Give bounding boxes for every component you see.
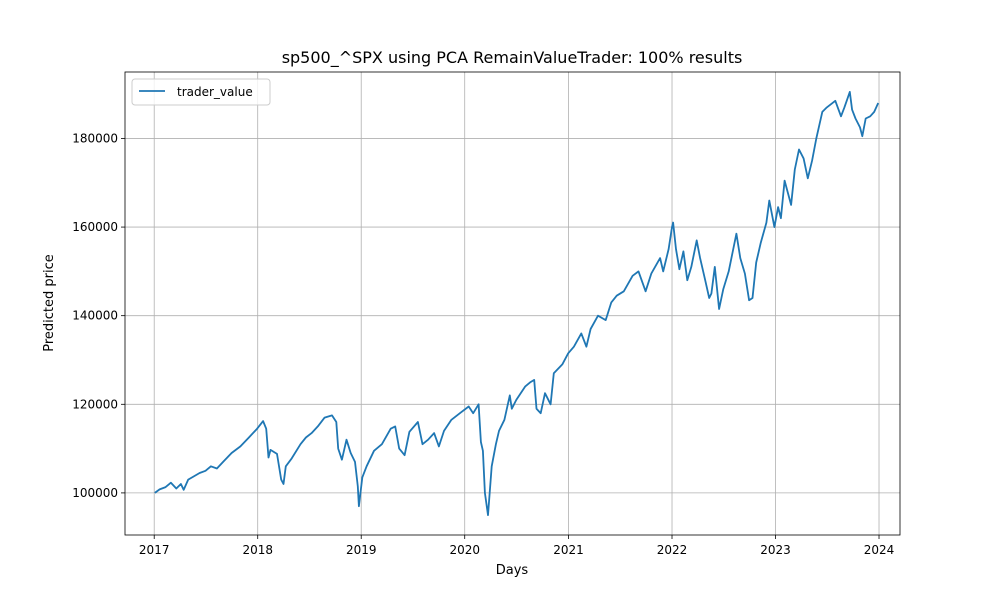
series-layer	[154, 91, 880, 516]
x-tick-label: 2019	[346, 543, 377, 557]
ticks: 2017 2018 2019 2020 2021 2022 2023 2024 100000 12…	[72, 131, 894, 557]
y-tick-label: 140000	[72, 309, 118, 323]
y-axis-label: Predicted price	[42, 254, 57, 352]
x-tick-label: 2017	[139, 543, 170, 557]
plot-area-frame	[124, 71, 901, 536]
x-tick-label: 2024	[864, 543, 895, 557]
legend-label: trader_value	[177, 85, 253, 99]
grid	[125, 72, 900, 535]
y-tick-label: 100000	[72, 486, 118, 500]
legend-box	[131, 78, 271, 106]
legend: trader_value	[131, 78, 271, 106]
series-line-trader-value	[154, 91, 880, 516]
x-axis-label: Days	[496, 563, 529, 578]
chart-title: sp500_^SPX using PCA RemainValueTrader: …	[282, 48, 743, 68]
x-tick-label: 2021	[553, 543, 584, 557]
x-tick-label: 2022	[657, 543, 688, 557]
x-tick-label: 2018	[242, 543, 273, 557]
y-tick-label: 160000	[72, 220, 118, 234]
x-tick-label: 2020	[449, 543, 480, 557]
x-tick-label: 2023	[760, 543, 791, 557]
y-tick-label: 180000	[72, 131, 118, 145]
y-tick-label: 120000	[72, 397, 118, 411]
